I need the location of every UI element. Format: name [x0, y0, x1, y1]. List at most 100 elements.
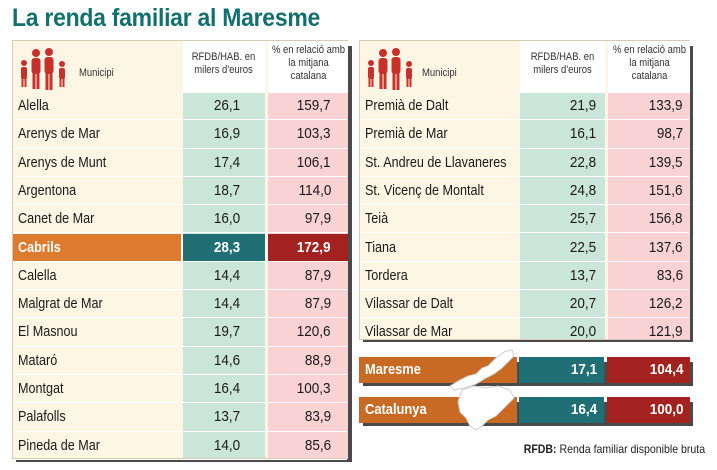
table-row: Cabrils 28,3 172,9 [13, 233, 348, 262]
catalunya-map-icon [457, 385, 515, 431]
percent-value: 121,9 [649, 323, 683, 341]
percent-value: 120,6 [297, 323, 331, 341]
percent-value: 151,6 [649, 181, 683, 199]
rfdb-value: 16,1 [569, 125, 596, 143]
percent-value: 137,6 [649, 238, 683, 256]
municipi-name: Premià de Dalt [365, 97, 449, 114]
table-row: Malgrat de Mar 14,4 87,9 [13, 290, 347, 319]
summary-name: Catalunya [365, 401, 427, 418]
municipi-name: Mataró [18, 351, 58, 369]
percent-value: 83,9 [304, 408, 331, 426]
rfdb-value: 26,1 [213, 97, 240, 114]
table-row: Pineda de Mar 14,0 85,6 [13, 432, 347, 460]
percent-value: 85,6 [304, 436, 331, 454]
municipi-name: Pineda de Mar [18, 436, 100, 454]
municipi-name: Alella [18, 97, 49, 114]
table-row: Premià de Mar 16,1 98,7 [360, 120, 689, 149]
municipi-name: Tiana [365, 238, 397, 256]
municipi-name: Argentona [18, 181, 77, 199]
summary-rfdb: 17,1 [570, 361, 597, 378]
rfdb-value: 21,9 [569, 97, 596, 114]
table-row: Vilassar de Dalt 20,7 126,2 [360, 290, 689, 319]
table-row: Alella 26,1 159,7 [13, 92, 347, 121]
table-row: El Masnou 19,7 120,6 [13, 318, 347, 347]
rfdb-value: 18,7 [213, 181, 240, 199]
table-row: St. Andreu de Llavaneres 22,8 139,5 [360, 149, 689, 177]
percent-value: 133,9 [649, 97, 683, 114]
table-row: Premià de Dalt 21,9 133,9 [360, 92, 689, 121]
municipi-name: Premià de Mar [365, 125, 448, 143]
rfdb-value: 25,7 [569, 210, 596, 228]
percent-value: 172,9 [297, 238, 331, 256]
right-table: Municipi RFDB/HAB. en milers d'euros % en… [359, 40, 690, 347]
percent-value: 126,2 [649, 295, 683, 313]
rfdb-value: 16,0 [213, 210, 240, 228]
percent-value: 106,1 [297, 153, 331, 171]
rfdb-value: 13,7 [569, 266, 596, 284]
table-header: Municipi RFDB/HAB. en milers d'euros % en… [360, 41, 689, 93]
summary-rfdb: 16,4 [570, 401, 597, 418]
rfdb-value: 19,7 [213, 323, 240, 341]
rfdb-header: RFDB/HAB. en milers d'euros [530, 51, 595, 76]
table-row: Tordera 13,7 83,6 [360, 262, 689, 291]
percent-value: 139,5 [649, 153, 683, 171]
percent-value: 100,3 [297, 380, 331, 397]
rfdb-value: 14,6 [213, 351, 240, 369]
rfdb-value: 24,8 [569, 181, 596, 199]
percent-value: 87,9 [304, 295, 331, 313]
municipi-name: Montgat [18, 380, 64, 397]
municipi-name: St. Andreu de Llavaneres [365, 153, 507, 171]
family-icon [21, 48, 65, 90]
percent-header: % en relació amb la mitjana catalana [271, 44, 346, 82]
rfdb-value: 17,4 [213, 153, 240, 171]
municipi-name: Arenys de Mar [18, 125, 100, 143]
municipi-name: Vilassar de Dalt [365, 295, 454, 313]
table-row: Argentona 18,7 114,0 [13, 177, 347, 206]
table-row: Teià 25,7 156,8 [360, 205, 689, 234]
table-row: Montgat 16,4 100,3 [13, 375, 347, 404]
table-row: Tiana 22,5 137,6 [360, 234, 689, 262]
rfdb-header: RFDB/HAB. en milers d'euros [191, 51, 256, 76]
table-row: Vilassar de Mar 20,0 121,9 [360, 318, 689, 347]
municipi-header: Municipi [422, 67, 457, 79]
percent-value: 97,9 [304, 210, 331, 228]
rfdb-value: 16,9 [213, 125, 240, 143]
summary-percent: 104,4 [650, 361, 684, 378]
municipi-name: Arenys de Munt [18, 153, 107, 171]
table-header: Municipi RFDB/HAB. en milers d'euros % en… [13, 41, 347, 93]
municipi-name: El Masnou [18, 323, 78, 341]
percent-value: 88,9 [304, 351, 331, 369]
municipi-name: Malgrat de Mar [18, 295, 103, 313]
rfdb-value: 22,5 [569, 238, 596, 256]
municipi-name: Calella [18, 266, 57, 284]
municipi-name: Tordera [365, 266, 408, 284]
percent-value: 98,7 [656, 125, 683, 143]
table-row: Arenys de Munt 17,4 106,1 [13, 149, 347, 177]
rfdb-value: 14,4 [213, 295, 240, 313]
municipi-name: Cabrils [18, 238, 61, 256]
summary-name: Maresme [365, 361, 421, 378]
rfdb-value: 13,7 [213, 408, 240, 426]
municipi-name: Vilassar de Mar [365, 323, 453, 341]
municipi-name: Palafolls [18, 408, 66, 426]
municipi-name: Teià [365, 210, 389, 228]
municipi-header: Municipi [79, 67, 114, 79]
percent-value: 83,6 [656, 266, 683, 284]
summary-row-catalunya: Catalunya 16,4 100,0 [359, 397, 690, 423]
table-row: Canet de Mar 16,0 97,9 [13, 205, 347, 234]
family-icon [368, 48, 412, 90]
municipi-name: St. Vicenç de Montalt [365, 181, 484, 199]
maresme-map-icon [449, 349, 515, 391]
summary-percent: 100,0 [650, 401, 684, 418]
percent-value: 103,3 [297, 125, 331, 143]
percent-value: 159,7 [297, 97, 331, 114]
rfdb-value: 20,7 [569, 295, 596, 313]
table-row: St. Vicenç de Montalt 24,8 151,6 [360, 177, 689, 206]
table-row: Palafolls 13,7 83,9 [13, 403, 347, 432]
percent-value: 156,8 [649, 210, 683, 228]
left-table: Municipi RFDB/HAB. en milers d'euros % en… [12, 40, 348, 460]
rfdb-value: 14,4 [213, 266, 240, 284]
rfdb-value: 14,0 [213, 436, 240, 454]
rfdb-value: 16,4 [213, 380, 240, 397]
percent-header: % en relació amb la mitjana catalana [612, 44, 687, 82]
